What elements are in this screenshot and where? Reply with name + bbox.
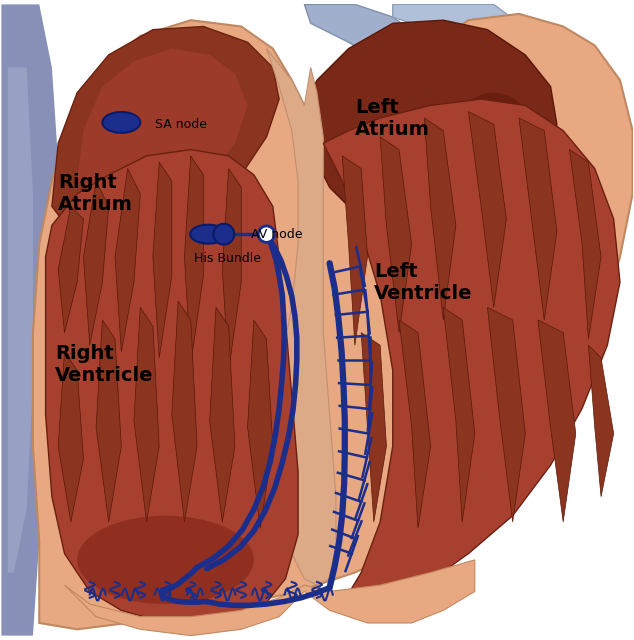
Polygon shape (223, 168, 242, 371)
Polygon shape (380, 137, 411, 333)
Text: Left
Atrium: Left Atrium (355, 97, 430, 138)
Ellipse shape (190, 225, 227, 244)
Ellipse shape (102, 112, 140, 133)
Polygon shape (84, 181, 108, 345)
Polygon shape (469, 112, 507, 307)
Polygon shape (588, 345, 614, 497)
Polygon shape (172, 301, 197, 522)
Polygon shape (77, 49, 247, 206)
Polygon shape (519, 118, 557, 320)
Text: His Bundle: His Bundle (194, 252, 261, 265)
Text: Right
Ventricle: Right Ventricle (55, 344, 153, 385)
Polygon shape (488, 307, 526, 522)
Polygon shape (247, 320, 273, 528)
Ellipse shape (77, 516, 254, 604)
Polygon shape (210, 307, 235, 522)
Polygon shape (399, 320, 430, 528)
Polygon shape (304, 4, 430, 67)
Polygon shape (134, 307, 159, 522)
Circle shape (258, 226, 275, 243)
Polygon shape (538, 320, 576, 522)
Polygon shape (58, 351, 84, 522)
Polygon shape (424, 118, 456, 320)
Polygon shape (115, 168, 140, 351)
Polygon shape (65, 560, 475, 636)
Polygon shape (1, 4, 58, 636)
Text: SA node: SA node (155, 118, 207, 131)
Ellipse shape (462, 93, 526, 143)
Polygon shape (8, 67, 33, 573)
Polygon shape (342, 156, 368, 345)
Polygon shape (304, 20, 557, 244)
Circle shape (214, 224, 234, 244)
Polygon shape (443, 307, 475, 522)
Text: Right
Atrium: Right Atrium (58, 173, 133, 214)
Polygon shape (33, 14, 633, 629)
Ellipse shape (392, 121, 469, 178)
Polygon shape (96, 320, 121, 522)
Polygon shape (184, 156, 204, 364)
Polygon shape (58, 206, 84, 333)
Polygon shape (52, 26, 279, 244)
Polygon shape (392, 4, 532, 55)
Polygon shape (46, 150, 298, 623)
Polygon shape (153, 162, 172, 358)
Text: AV node: AV node (250, 228, 302, 241)
Polygon shape (323, 99, 620, 604)
Text: Left
Ventricle: Left Ventricle (374, 262, 472, 303)
Polygon shape (569, 150, 601, 339)
Polygon shape (266, 49, 336, 585)
Polygon shape (361, 333, 387, 522)
